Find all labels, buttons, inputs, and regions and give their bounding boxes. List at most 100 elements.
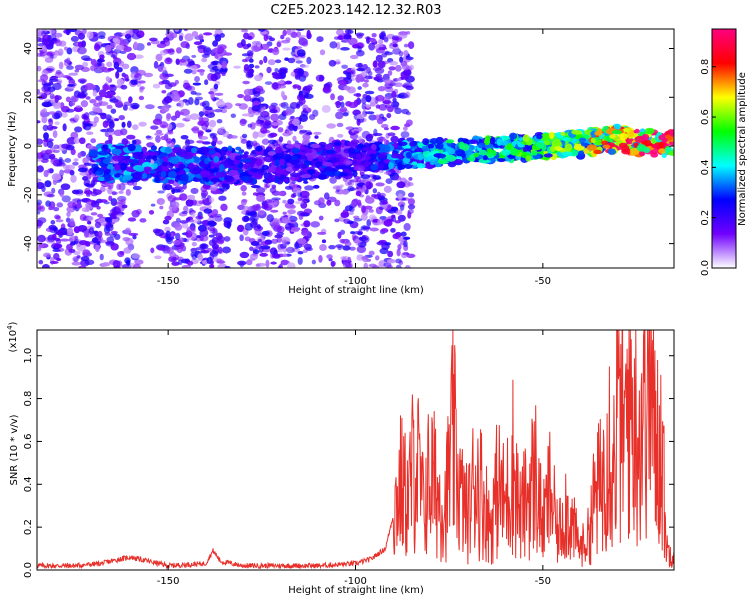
spectrogram-cell (240, 138, 248, 144)
spectrogram-cell (52, 226, 58, 232)
spectrogram-cell (255, 186, 266, 194)
spectrogram-y-tick-label: 40 (23, 42, 34, 55)
spectrogram-cell (387, 264, 393, 268)
spectrogram-cell (328, 258, 333, 262)
spectrogram-cell (43, 252, 51, 258)
spectrogram-cell (272, 82, 279, 90)
spectrogram-cell (252, 249, 260, 255)
spectrogram-cell (208, 119, 217, 128)
spectrogram-cell (151, 163, 158, 169)
spectrogram-x-tick-label: -150 (157, 276, 180, 287)
spectrogram-cell (241, 53, 251, 57)
spectrogram-cell (641, 133, 650, 141)
snr-x-ticks: -150 -100 -50 (157, 330, 551, 587)
spectrogram-cell (90, 138, 97, 144)
spectrogram-cell (300, 64, 310, 68)
spectrogram-cell (301, 173, 312, 179)
spectrogram-cell (82, 249, 91, 257)
snr-y-tick-label: 0.2 (23, 519, 34, 535)
spectrogram-cell (55, 219, 64, 223)
spectrogram-cell (416, 163, 426, 169)
spectrogram-cell (174, 223, 183, 231)
spectrogram-cell (411, 161, 418, 166)
spectrogram-cell (198, 200, 205, 205)
spectrogram-cell (107, 67, 115, 71)
spectrogram-cell (49, 153, 56, 160)
spectrogram-cell (42, 124, 49, 132)
spectrogram-cell (81, 40, 87, 48)
spectrogram-cell (66, 244, 73, 251)
spectrogram-cell (87, 220, 92, 225)
spectrogram-cell (651, 143, 660, 149)
spectrogram-cell (370, 164, 379, 171)
spectrogram-cell (261, 138, 270, 145)
spectrogram-cell (270, 113, 280, 122)
spectrogram-cell (380, 123, 389, 129)
spectrogram-cell (388, 66, 396, 71)
spectrogram-cell (368, 42, 376, 51)
spectrogram-cell (98, 101, 109, 107)
spectrogram-cell (377, 218, 383, 226)
spectrogram-cell (100, 113, 107, 120)
spectrogram-cell (132, 151, 144, 160)
spectrogram-cell (70, 148, 76, 156)
spectrogram-cell (248, 63, 255, 69)
spectrogram-cell (629, 147, 640, 156)
spectrogram-cell (165, 237, 172, 242)
spectrogram-cell (301, 229, 310, 237)
spectrogram-cell (282, 211, 287, 215)
spectrogram-cell (159, 205, 164, 210)
spectrogram-cell (77, 91, 88, 98)
spectrogram-cell (349, 187, 357, 191)
spectrogram-cell (241, 158, 252, 163)
spectrogram-cell (207, 220, 217, 227)
spectrogram-cell (267, 202, 278, 206)
spectrogram-cell (260, 43, 270, 51)
spectrogram-cell (347, 256, 352, 264)
spectrogram-cell (105, 216, 111, 223)
spectrogram-cell (167, 82, 177, 87)
spectrogram-cell (669, 129, 674, 137)
spectrogram-cell (469, 139, 479, 144)
spectrogram-cell (66, 227, 74, 236)
spectrogram-cell (99, 199, 108, 203)
spectrogram-cell (82, 61, 89, 68)
colorbar-tick-label: 0.6 (700, 109, 711, 125)
spectrogram-cell (76, 255, 81, 259)
spectrogram-cell (104, 173, 111, 182)
spectrogram-cell (153, 60, 159, 69)
spectrogram-cell (328, 244, 336, 250)
spectrogram-cell (74, 235, 79, 242)
spectrogram-cell (195, 173, 201, 179)
spectrogram-cell (50, 99, 55, 103)
spectrogram-cell (107, 188, 113, 195)
spectrogram-cell (114, 118, 120, 122)
spectrogram-cell (378, 103, 388, 111)
spectrogram-cell (282, 110, 287, 117)
spectrogram-cell (394, 64, 402, 72)
spectrogram-cell (543, 140, 551, 146)
spectrogram-cell (86, 193, 91, 197)
spectrogram-cell (240, 29, 249, 33)
spectrogram-cell (318, 255, 323, 263)
spectrogram-cell (263, 33, 269, 42)
spectrogram-cell (65, 29, 70, 36)
spectrogram-cell (385, 178, 393, 184)
spectrogram-cell (84, 259, 95, 266)
spectrogram-cell (198, 33, 204, 41)
spectrogram-cell (237, 93, 245, 99)
spectrogram-cell (51, 187, 56, 194)
spectrogram-cell (277, 127, 284, 133)
spectrogram-cell (299, 114, 308, 123)
spectrogram-cell (297, 85, 302, 91)
spectrogram-cell (347, 263, 353, 268)
spectrogram-cell (387, 132, 396, 137)
spectrogram-cell (100, 66, 108, 71)
spectrogram-cell (339, 172, 349, 177)
spectrogram-cell (396, 77, 402, 82)
spectrogram-cell (375, 48, 385, 54)
spectrogram-cell (564, 143, 573, 152)
spectrogram-cell (160, 164, 170, 172)
spectrogram-cell (254, 74, 263, 82)
spectrogram-cell (190, 90, 197, 95)
